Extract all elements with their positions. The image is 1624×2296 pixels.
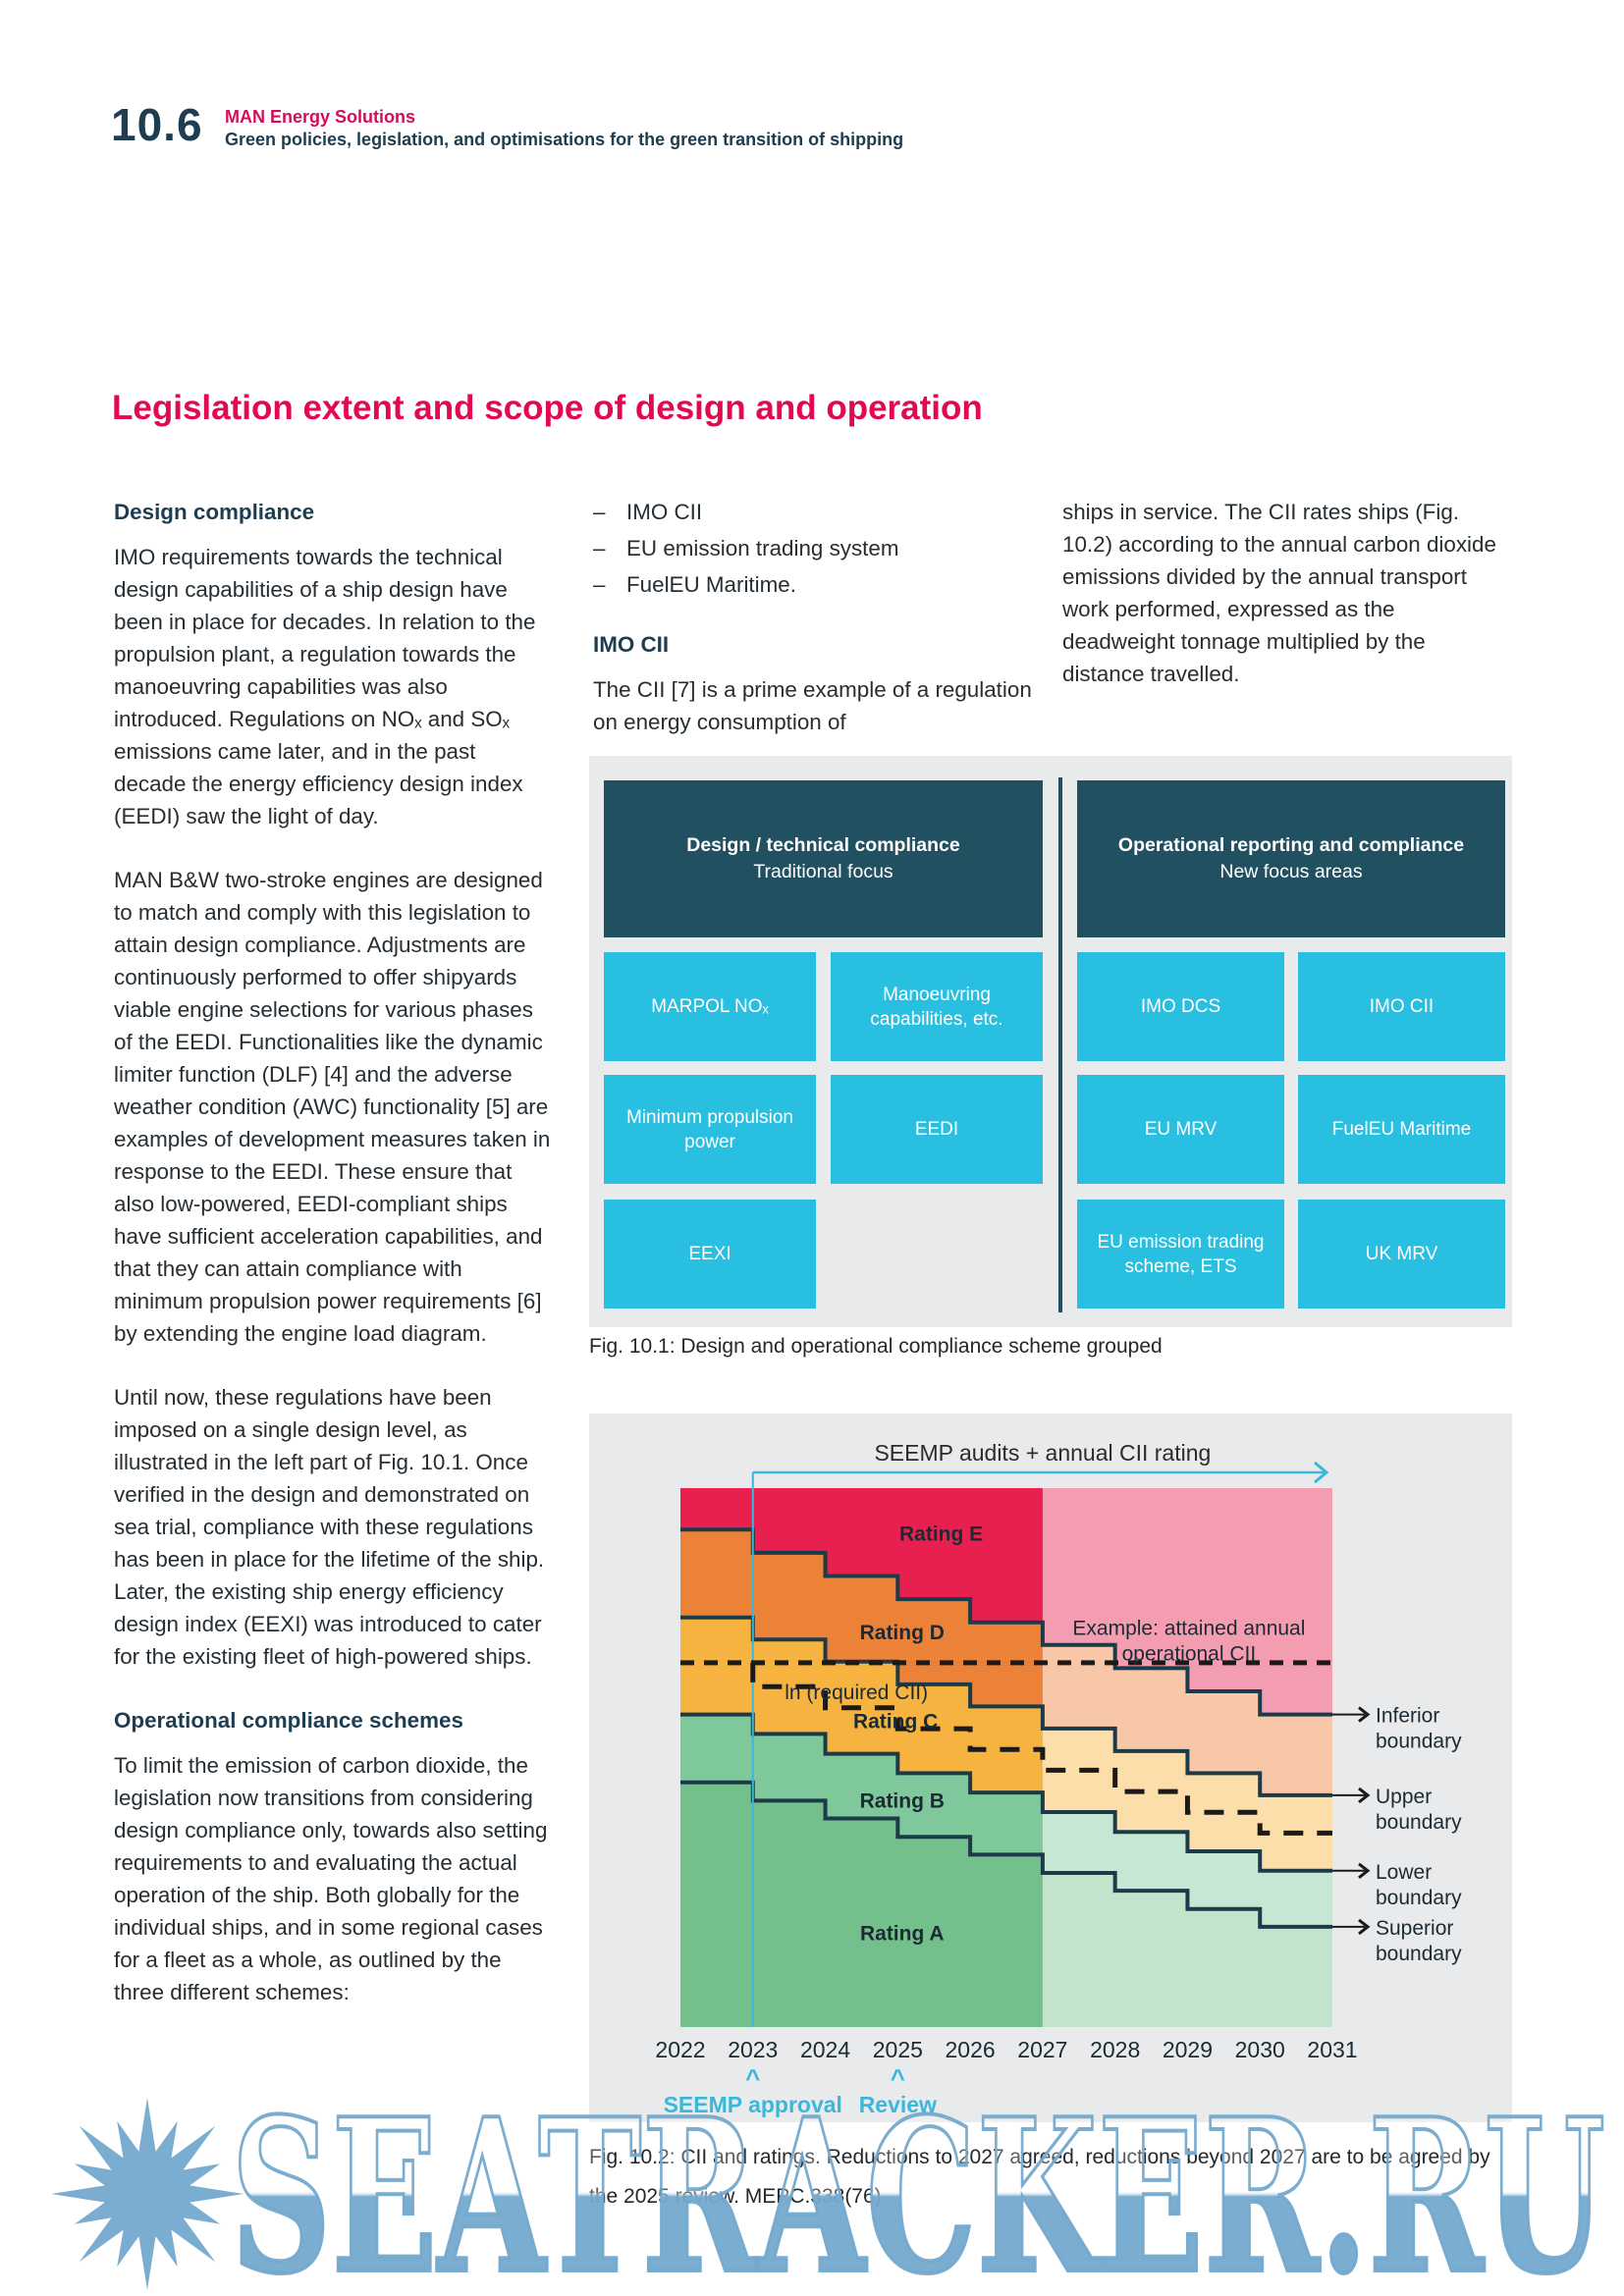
svg-text:Rating D: Rating D [860, 1622, 945, 1644]
svg-text:Inferior: Inferior [1376, 1705, 1439, 1728]
svg-text:boundary: boundary [1376, 1887, 1462, 1909]
svg-text:Upper: Upper [1376, 1786, 1432, 1808]
bullet-dash: – [593, 536, 606, 561]
bullet-text: EU emission trading system [626, 536, 899, 561]
paragraph: To limit the emission of carbon dioxide,… [114, 1753, 548, 2004]
svg-text:Lower: Lower [1376, 1861, 1432, 1884]
list-item: – EU emission trading system [593, 530, 1033, 566]
svg-text:operational CII: operational CII [1122, 1642, 1257, 1665]
section-number: 10.6 [111, 99, 203, 150]
fig1-cell: UK MRV [1298, 1200, 1505, 1308]
svg-text:Rating B: Rating B [860, 1789, 945, 1812]
fig1-right-header: Operational reporting and compliance New… [1077, 780, 1505, 937]
svg-text:Rating A: Rating A [860, 1922, 945, 1945]
svg-text:Rating E: Rating E [899, 1523, 983, 1546]
fig1-cell: IMO DCS [1077, 952, 1284, 1061]
svg-text:Review: Review [859, 2092, 937, 2117]
bullet-dash: – [593, 500, 606, 524]
column-2: – IMO CII – EU emission trading system –… [593, 494, 1033, 770]
heading-design-compliance: Design compliance [114, 500, 315, 524]
watermark-star-icon [51, 2098, 244, 2290]
bullet-text: IMO CII [626, 500, 703, 524]
fig1-cell: MARPOL NOₓ [604, 952, 816, 1061]
header-subtitle: Green policies, legislation, and optimis… [225, 130, 904, 149]
svg-text:boundary: boundary [1376, 1811, 1462, 1834]
column-3: ships in service. The CII rates ships (F… [1062, 496, 1502, 721]
svg-text:2027: 2027 [1017, 2037, 1067, 2062]
svg-text:2025: 2025 [873, 2037, 923, 2062]
cii-ratings-chart: SEEMP audits + annual CII rating Rating E… [589, 1414, 1512, 2122]
paragraph: The CII [7] is a prime example of a regu… [593, 677, 1032, 734]
svg-text:2024: 2024 [800, 2037, 850, 2062]
list-item: – FuelEU Maritime. [593, 566, 1033, 603]
page-title: Legislation extent and scope of design a… [112, 389, 983, 427]
svg-text:2031: 2031 [1307, 2037, 1357, 2062]
bullet-text: FuelEU Maritime. [626, 572, 796, 597]
fig2-panel: SEEMP audits + annual CII rating Rating E… [589, 1414, 1512, 2122]
paragraph: Until now, these regulations have been i… [114, 1385, 545, 1669]
paragraph: ships in service. The CII rates ships (F… [1062, 500, 1496, 686]
svg-text:boundary: boundary [1376, 1943, 1462, 1965]
fig1-cell: IMO CII [1298, 952, 1505, 1061]
svg-text:Superior: Superior [1376, 1917, 1453, 1940]
svg-text:^: ^ [891, 2063, 905, 2093]
svg-text:boundary: boundary [1376, 1731, 1462, 1753]
svg-text:2029: 2029 [1163, 2037, 1213, 2062]
list-item: – IMO CII [593, 494, 1033, 530]
heading-operational-compliance-schemes: Operational compliance schemes [114, 1708, 463, 1733]
bullet-list: – IMO CII – EU emission trading system –… [593, 494, 1033, 603]
bullet-dash: – [593, 572, 606, 597]
fig1-right-header-title: Operational reporting and compliance [1117, 834, 1465, 856]
heading-imo-cii: IMO CII [593, 632, 670, 657]
fig1-right-header-sub: New focus areas [1219, 861, 1363, 882]
fig1-left-header: Design / technical compliance Traditiona… [604, 780, 1043, 937]
fig1-cell: Manoeuvring capabilities, etc. [831, 952, 1043, 1061]
svg-text:2028: 2028 [1090, 2037, 1140, 2062]
svg-text:2023: 2023 [728, 2037, 778, 2062]
svg-text:ln (required CII): ln (required CII) [785, 1682, 928, 1704]
fig1-left-header-title: Design / technical compliance [686, 834, 960, 856]
fig1-compliance-diagram: Design / technical compliance Traditiona… [589, 756, 1512, 1327]
paragraph: IMO requirements towards the technical d… [114, 545, 536, 828]
fig1-cell: EU emission trading scheme, ETS [1077, 1200, 1284, 1308]
fig2-caption: Fig. 10.2: CII and ratings. Reductions t… [589, 2146, 1490, 2208]
fig1-cell: EEXI [604, 1200, 816, 1308]
fig1-cell: EEDI [831, 1075, 1043, 1184]
fig1-left-header-sub: Traditional focus [753, 861, 893, 882]
svg-text:SEEMP audits + annual CII rati: SEEMP audits + annual CII rating [874, 1440, 1211, 1466]
fig1-cell: EU MRV [1077, 1075, 1284, 1184]
svg-text:2030: 2030 [1235, 2037, 1285, 2062]
paragraph: MAN B&W two-stroke engines are designed … [114, 868, 551, 1346]
fig1-divider [1058, 777, 1062, 1312]
brand-name: MAN Energy Solutions [225, 107, 416, 127]
svg-text:^: ^ [745, 2063, 760, 2093]
svg-text:SEEMP approval: SEEMP approval [664, 2092, 842, 2117]
svg-text:Rating C: Rating C [853, 1711, 938, 1734]
fig1-caption: Fig. 10.1: Design and operational compli… [589, 1335, 1163, 1358]
page-header: MAN Energy Solutions Green policies, leg… [225, 106, 903, 151]
fig1-cell: FuelEU Maritime [1298, 1075, 1505, 1184]
svg-text:2026: 2026 [946, 2037, 996, 2062]
svg-text:2022: 2022 [655, 2037, 705, 2062]
svg-text:Example: attained annual: Example: attained annual [1072, 1617, 1305, 1639]
column-1: Design compliance IMO requirements towar… [114, 496, 554, 2040]
fig1-cell: Minimum propulsion power [604, 1075, 816, 1184]
